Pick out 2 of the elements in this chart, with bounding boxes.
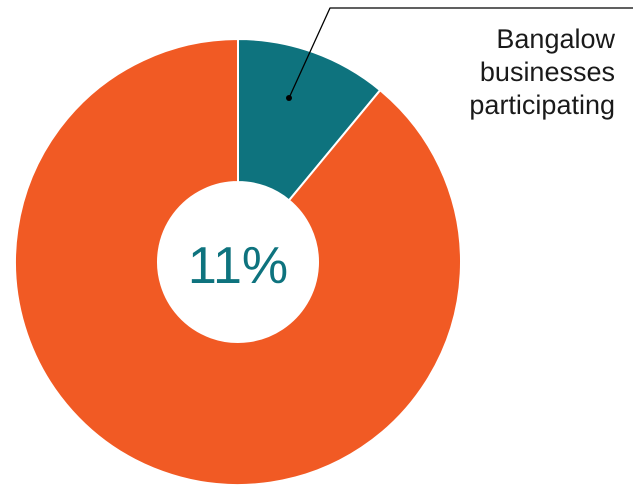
slice-label: Bangalow businesses participating [469, 24, 616, 120]
text: 11% [188, 237, 288, 295]
